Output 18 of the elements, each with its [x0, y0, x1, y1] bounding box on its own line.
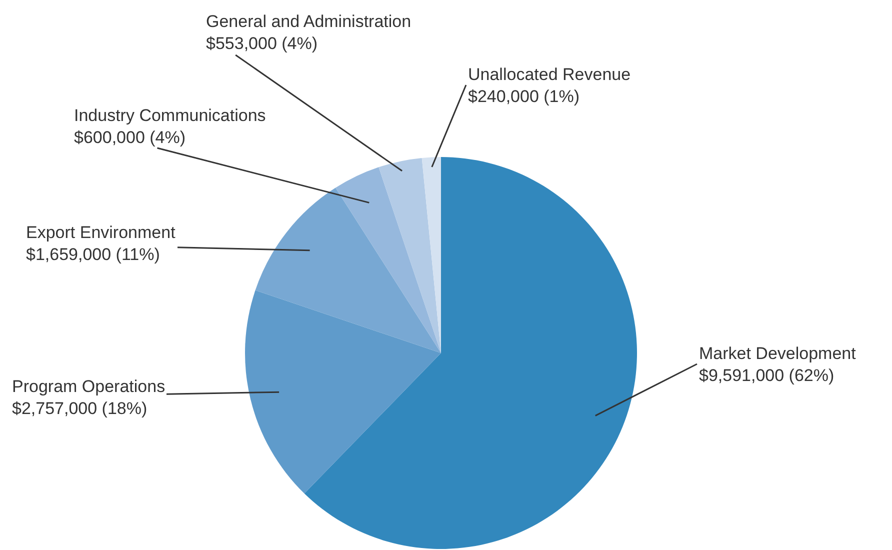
- data-label: $9,591,000 (62%): [699, 366, 834, 386]
- pie-slice: [336, 167, 441, 353]
- pie-slice: [378, 158, 441, 353]
- slice-label: Industry Communications: [74, 106, 266, 125]
- slice-label: Unallocated Revenue: [468, 65, 631, 84]
- pie-slice: [304, 157, 637, 549]
- slice-label: General and Administration: [206, 12, 412, 31]
- pie-slice: [422, 157, 441, 353]
- slice-label: Program Operations: [12, 377, 166, 396]
- data-label: $553,000 (4%): [206, 34, 318, 54]
- data-label: $600,000 (4%): [74, 128, 186, 148]
- data-label: $1,659,000 (11%): [26, 245, 160, 264]
- pie-slice: [255, 188, 441, 353]
- slice-label: Export Environment: [26, 223, 176, 242]
- data-label: $2,757,000 (18%): [12, 399, 148, 418]
- data-label: $240,000 (1%): [468, 87, 580, 106]
- pie-slice: [245, 290, 441, 494]
- slice-label: Market Development: [699, 344, 856, 363]
